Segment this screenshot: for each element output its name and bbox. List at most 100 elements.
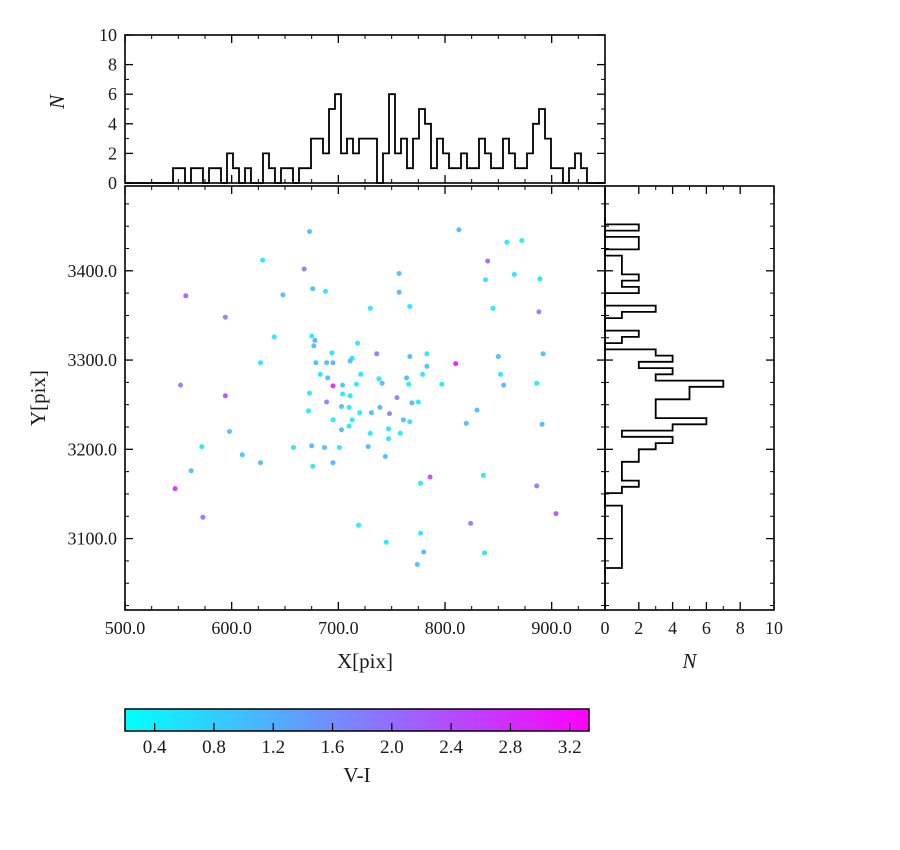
colorbar-tick-label: 1.6 <box>321 737 345 758</box>
scatter-point <box>313 360 319 366</box>
scatter-point <box>439 381 445 387</box>
colorbar-tick-label: 2.4 <box>439 737 463 758</box>
colorbar-tick-label: 2.0 <box>380 737 404 758</box>
scatter-point <box>501 382 507 388</box>
right-hist-xtick-label: 0 <box>601 618 610 638</box>
scatter-point <box>312 337 318 343</box>
scatter-point <box>376 376 382 382</box>
scatter-point <box>271 334 277 340</box>
scatter-point <box>347 393 353 399</box>
scatter-point <box>310 463 316 469</box>
scatter-point <box>463 420 469 426</box>
x-tick-label: 500.0 <box>105 618 146 638</box>
scatter-point <box>418 530 423 536</box>
top-hist-ytick-label: 0 <box>108 173 117 193</box>
scatter-point <box>367 305 373 311</box>
scatter-point <box>222 393 228 399</box>
scatter-point <box>424 363 430 369</box>
scatter-point <box>456 227 462 233</box>
right-hist-xtick-label: 6 <box>702 618 711 638</box>
top-histogram-step-line <box>125 93 605 184</box>
scatter-point <box>407 419 413 425</box>
scatter-point <box>490 305 496 311</box>
scatter-point <box>329 350 335 356</box>
right-hist-xtick-label: 10 <box>765 618 783 638</box>
scatter-point <box>336 445 342 450</box>
scatter-point <box>382 454 388 459</box>
scatter-point <box>483 277 488 283</box>
scatter-point <box>377 404 383 410</box>
top-hist-ytick-label: 4 <box>108 114 117 134</box>
scatter-point <box>387 411 392 417</box>
top-hist-ytick-label: 8 <box>108 55 117 75</box>
scatter-point <box>310 286 316 292</box>
scatter-point <box>311 343 317 349</box>
scatter-point <box>358 371 364 377</box>
scatter-point <box>324 399 330 405</box>
scatter-point <box>325 375 331 381</box>
scatter-point <box>482 550 487 556</box>
scatter-point <box>407 354 413 359</box>
scatter-point <box>307 390 312 396</box>
scatter-point <box>468 520 474 526</box>
scatter-point <box>397 430 403 436</box>
right-hist-xtick-label: 2 <box>634 618 643 638</box>
scatter-point <box>511 271 517 277</box>
scatter-point <box>172 486 178 492</box>
scatter-point <box>330 383 336 389</box>
scatter-point <box>474 407 480 413</box>
scatter-point <box>367 430 373 436</box>
scatter-point <box>418 480 423 486</box>
top-hist-ytick-label: 6 <box>108 84 117 104</box>
scatter-point <box>309 443 315 449</box>
scatter-point <box>406 381 412 387</box>
scatter-point <box>404 375 410 381</box>
top-hist-y-axis-label: N <box>45 94 69 110</box>
x-tick-label: 800.0 <box>425 618 466 638</box>
scatter-point <box>537 276 543 282</box>
scatter-point <box>534 483 540 489</box>
scatter-point <box>394 395 400 401</box>
scatter-point <box>291 445 296 450</box>
scatter-point <box>415 399 421 405</box>
scatter-point <box>227 429 232 434</box>
scatter-point <box>498 371 503 377</box>
scatter-point <box>340 391 346 397</box>
x-axis-label: X[pix] <box>337 649 393 673</box>
scatter-point <box>407 304 413 309</box>
scatter-point <box>519 238 525 243</box>
right-histogram-panel: 0 2 4 6 8 10 N <box>601 185 783 673</box>
scatter-point <box>383 539 389 545</box>
y-tick-label: 3400.0 <box>68 261 118 281</box>
scatter-point <box>409 400 415 406</box>
top-hist-ytick-label: 10 <box>99 25 117 45</box>
y-tick-label: 3300.0 <box>68 350 118 370</box>
scatter-point <box>239 452 245 458</box>
top-histogram-panel: 0 2 4 6 8 10 N <box>45 25 606 193</box>
scatter-point <box>309 333 315 339</box>
scatter-point <box>504 239 510 245</box>
top-histogram-frame <box>124 34 606 184</box>
scatter-point <box>355 340 360 346</box>
scatter-point <box>534 380 540 386</box>
scatter-point <box>414 562 420 567</box>
right-histogram-step-line <box>604 218 725 575</box>
y-tick-label: 3100.0 <box>68 529 118 549</box>
scatter-point <box>424 351 430 357</box>
scatter-point <box>258 360 263 366</box>
scatter-point <box>322 445 327 450</box>
x-tick-label: 700.0 <box>318 618 359 638</box>
x-tick-label: 600.0 <box>211 618 252 638</box>
scatter-point <box>330 460 336 466</box>
scatter-point <box>317 371 323 377</box>
scatter-point <box>200 514 206 520</box>
colorbar-tick-label: 1.2 <box>261 737 285 758</box>
scatter-point <box>400 417 406 423</box>
scatter-point <box>365 444 371 450</box>
scatter-point <box>421 549 427 555</box>
colorbar-panel: 0.4 0.8 1.2 1.6 2.0 2.4 2.8 3.2 V-I <box>124 708 590 787</box>
main-scatter-panel: 500.0 600.0 700.0 800.0 900.0 3100.0 3200.0 330… <box>26 185 606 673</box>
scatter-point <box>453 361 459 367</box>
